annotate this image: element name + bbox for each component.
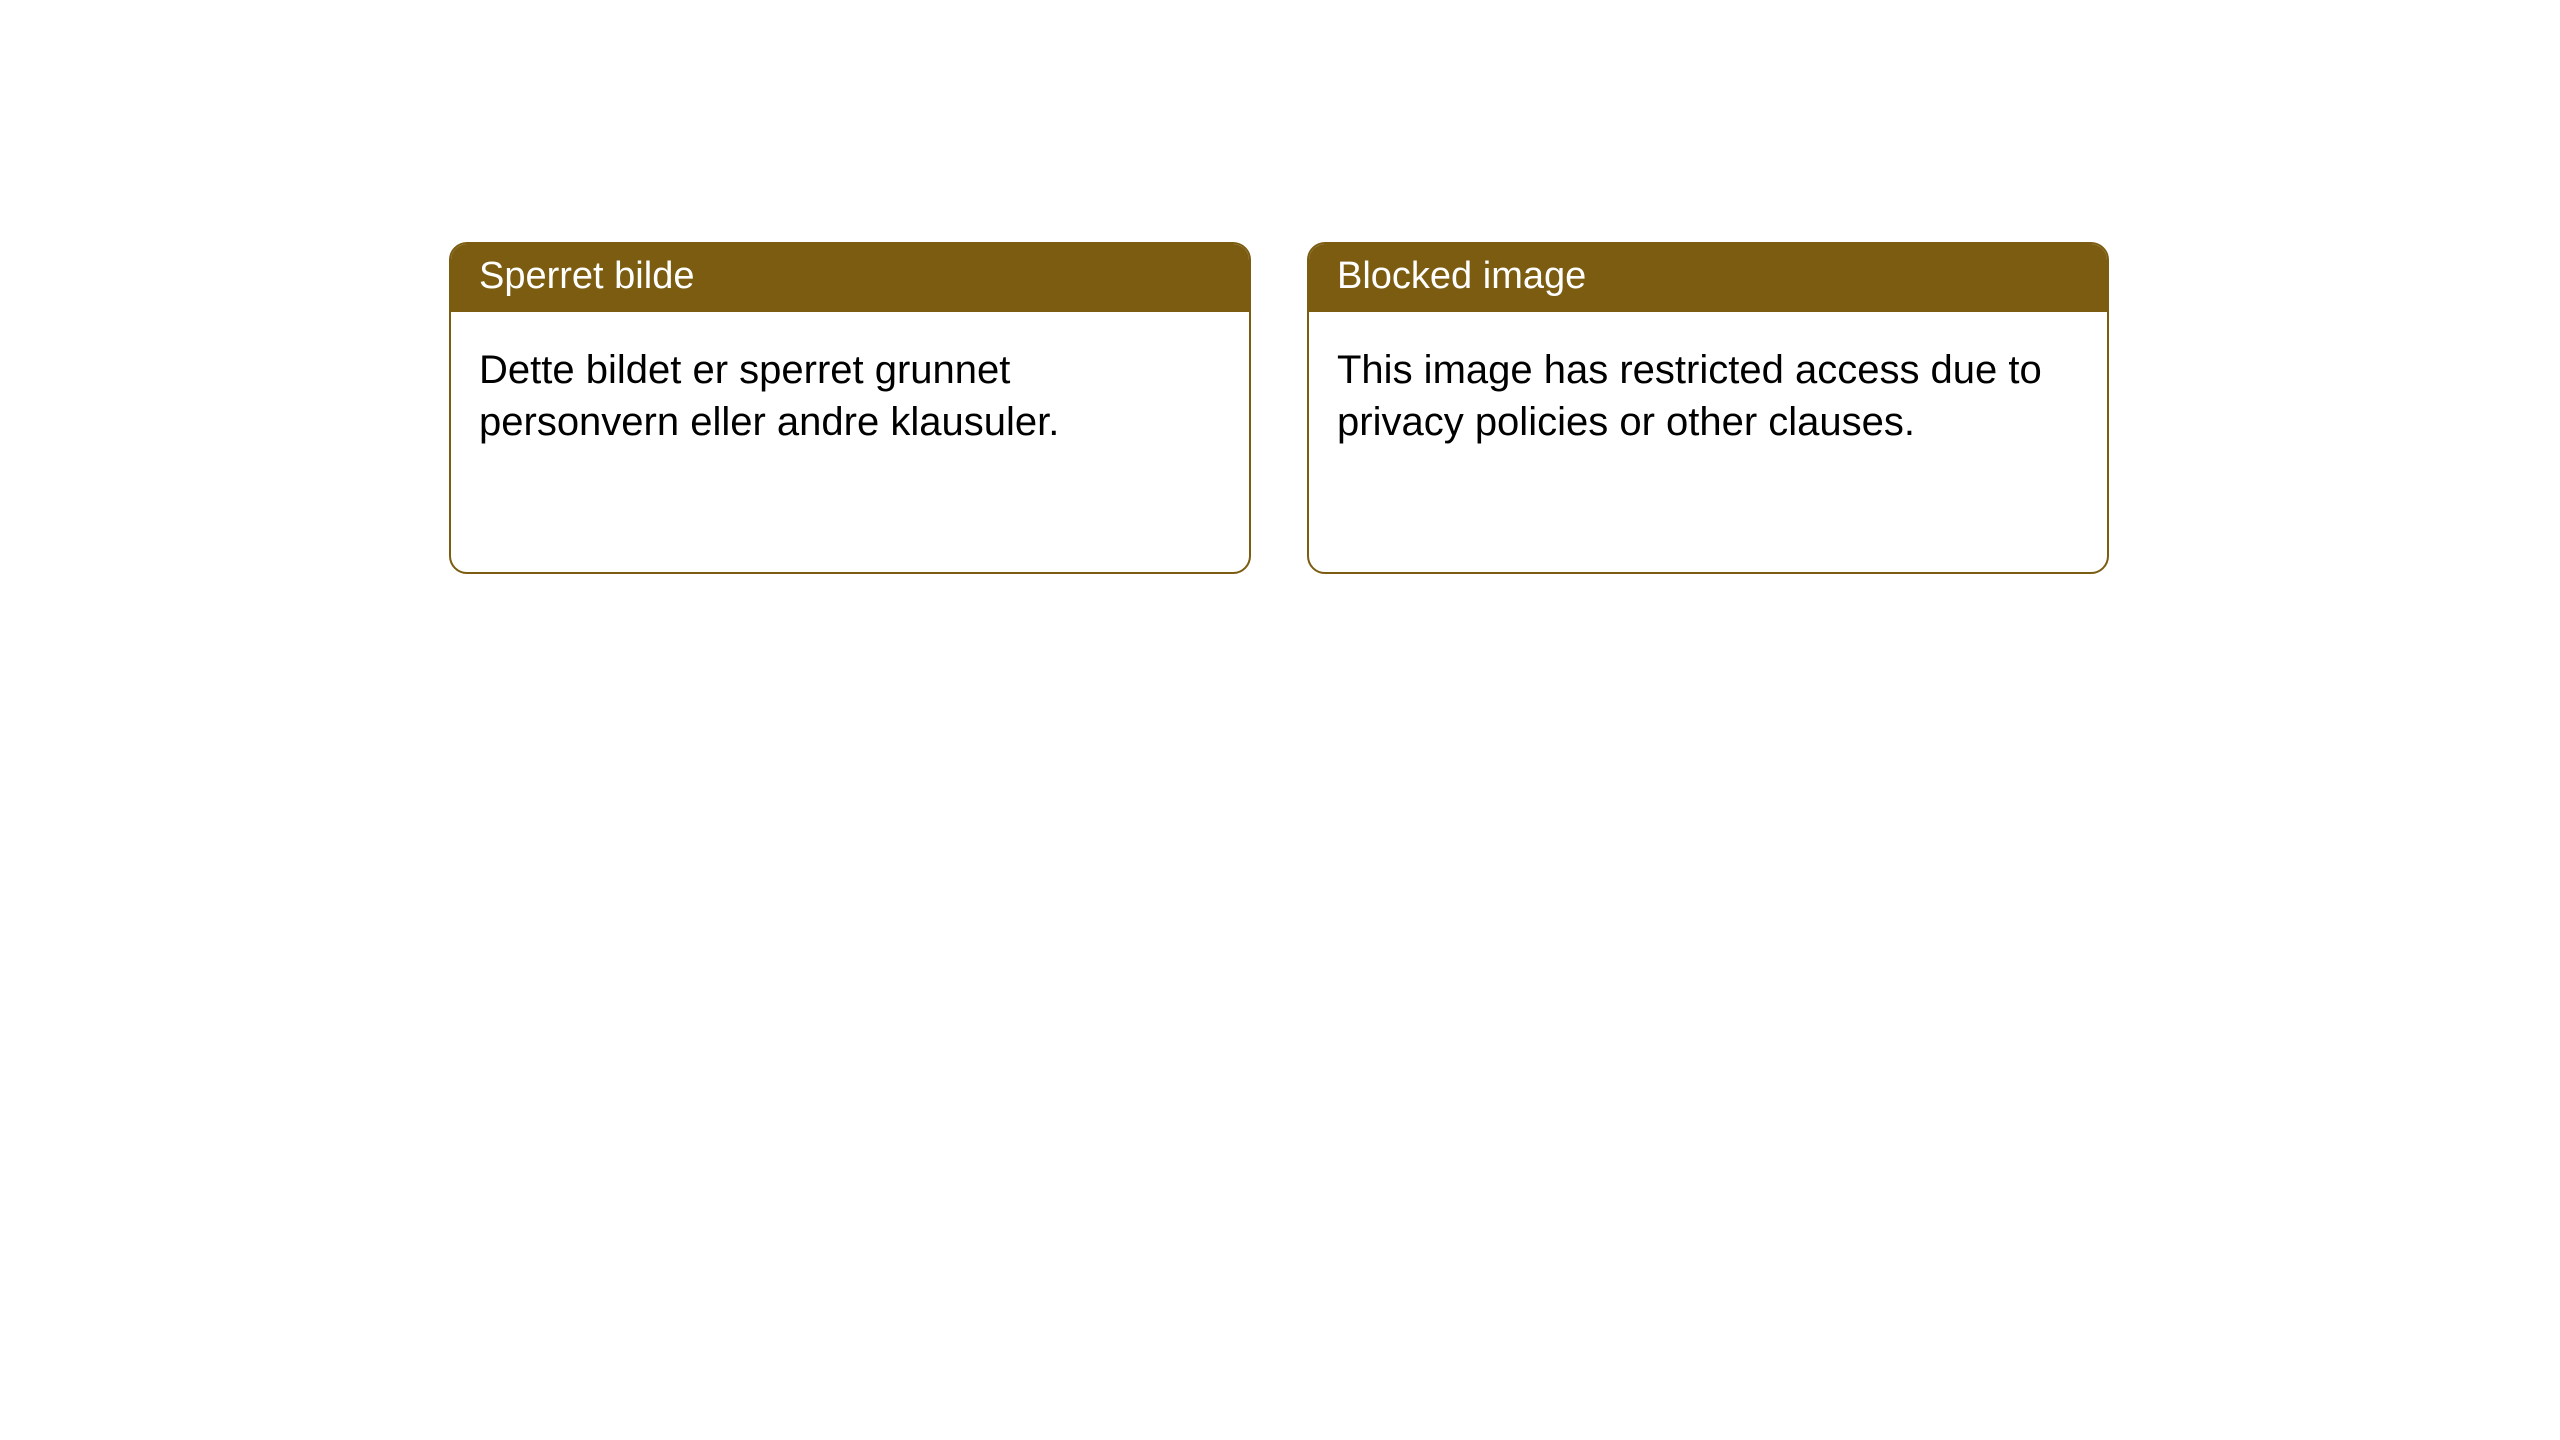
card-body: This image has restricted access due to … bbox=[1309, 312, 2107, 480]
card-header: Blocked image bbox=[1309, 244, 2107, 312]
notice-cards-container: Sperret bilde Dette bildet er sperret gr… bbox=[0, 0, 2560, 574]
blocked-image-card-no: Sperret bilde Dette bildet er sperret gr… bbox=[449, 242, 1251, 574]
blocked-image-card-en: Blocked image This image has restricted … bbox=[1307, 242, 2109, 574]
card-body: Dette bildet er sperret grunnet personve… bbox=[451, 312, 1249, 480]
card-header: Sperret bilde bbox=[451, 244, 1249, 312]
